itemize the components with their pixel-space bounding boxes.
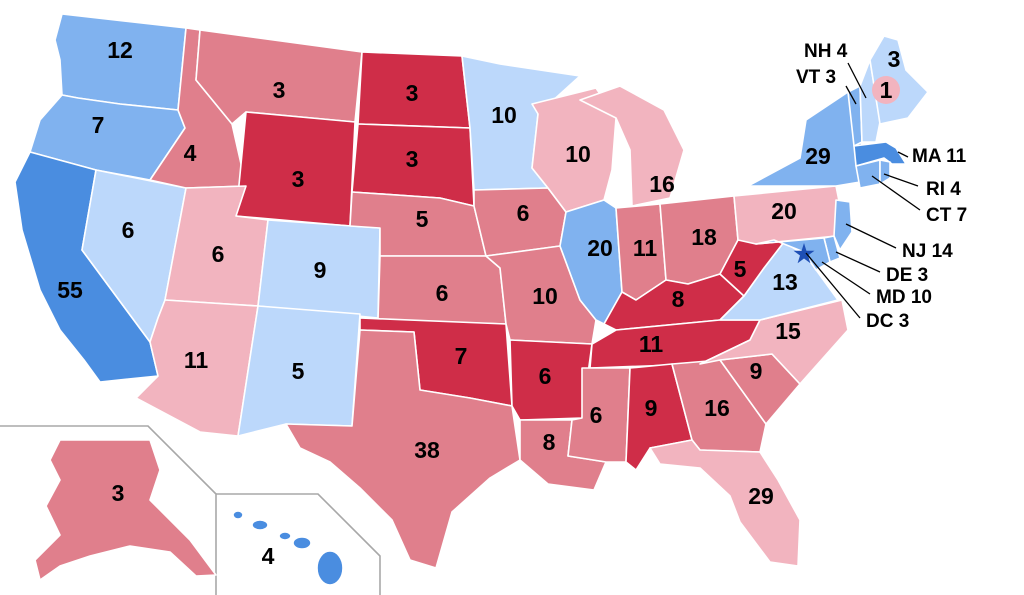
label-de: DE 3 [886, 265, 928, 286]
label-tn: 11 [639, 331, 664, 357]
label-id: 4 [184, 140, 197, 166]
state-hawaii[interactable] [232, 510, 344, 586]
label-mo: 10 [532, 283, 558, 309]
state-arkansas[interactable] [509, 339, 593, 421]
label-va: 13 [772, 269, 798, 295]
state-alaska[interactable] [34, 439, 217, 581]
label-sc: 9 [750, 358, 763, 384]
label-il: 20 [587, 235, 613, 261]
label-ct: CT 7 [926, 205, 967, 226]
label-in: 11 [633, 235, 658, 261]
label-mt: 3 [273, 77, 286, 103]
label-mi: 16 [649, 171, 675, 197]
state-florida[interactable] [649, 439, 801, 567]
label-ca: 55 [57, 277, 83, 303]
label-nm: 5 [292, 358, 305, 384]
label-ar: 6 [539, 363, 552, 389]
label-nh: NH 4 [804, 41, 848, 62]
label-or: 7 [92, 112, 105, 138]
state-new-york[interactable] [747, 91, 863, 187]
label-al: 9 [645, 395, 658, 421]
label-wv: 5 [734, 256, 747, 282]
label-mn: 10 [491, 102, 517, 128]
label-ne: 5 [416, 206, 429, 232]
label-oh: 18 [691, 224, 717, 250]
alaska-inset-border [0, 425, 217, 595]
maine-district-2-marker[interactable] [872, 76, 900, 104]
label-vt: VT 3 [796, 67, 836, 88]
label-md: MD 10 [876, 287, 932, 308]
label-tx: 38 [414, 437, 440, 463]
label-me2: 1 [880, 77, 893, 103]
state-new-jersey[interactable] [833, 199, 853, 251]
label-ak: 3 [112, 480, 125, 506]
state-rhode-island[interactable] [879, 159, 891, 185]
label-sd: 3 [406, 146, 419, 172]
label-co: 9 [314, 257, 327, 283]
hawaii-inset-border [216, 493, 381, 595]
label-ia: 6 [517, 200, 530, 226]
state-new-hampshire[interactable] [859, 59, 881, 143]
state-texas[interactable] [285, 329, 521, 569]
state-maryland[interactable] [755, 237, 831, 271]
label-wi: 10 [565, 141, 591, 167]
label-wa: 12 [107, 37, 133, 63]
label-az: 11 [184, 347, 209, 373]
label-ms: 6 [590, 402, 603, 428]
state-michigan[interactable] [579, 85, 685, 207]
label-ny: 29 [805, 143, 831, 169]
label-ri: RI 4 [926, 179, 961, 200]
label-ut: 6 [212, 241, 225, 267]
label-fl: 29 [748, 483, 774, 509]
label-la: 8 [543, 429, 556, 455]
label-pa: 20 [771, 198, 797, 224]
label-hi: 4 [262, 543, 275, 569]
state-north-carolina[interactable] [699, 299, 849, 385]
label-ky: 8 [672, 286, 685, 312]
label-nd: 3 [406, 80, 419, 106]
label-ga: 16 [704, 395, 730, 421]
label-wy: 3 [292, 166, 305, 192]
label-me: 3 [888, 46, 901, 72]
label-nc: 15 [775, 318, 801, 344]
label-ma: MA 11 [912, 146, 967, 167]
vote-labels: 12 7 55 6 4 3 3 6 9 11 5 3 3 5 6 7 38 10… [57, 37, 900, 569]
label-nv: 6 [122, 217, 135, 243]
small-state-labels: NH 4 VT 3 MA 11 RI 4 CT 7 NJ 14 DE 3 MD … [796, 41, 967, 332]
label-nj: NJ 14 [902, 241, 953, 262]
leader-lines [805, 62, 921, 319]
label-ok: 7 [455, 343, 468, 369]
label-ks: 6 [436, 280, 449, 306]
dc-star-marker[interactable] [793, 243, 815, 264]
label-dc: DC 3 [866, 311, 909, 332]
